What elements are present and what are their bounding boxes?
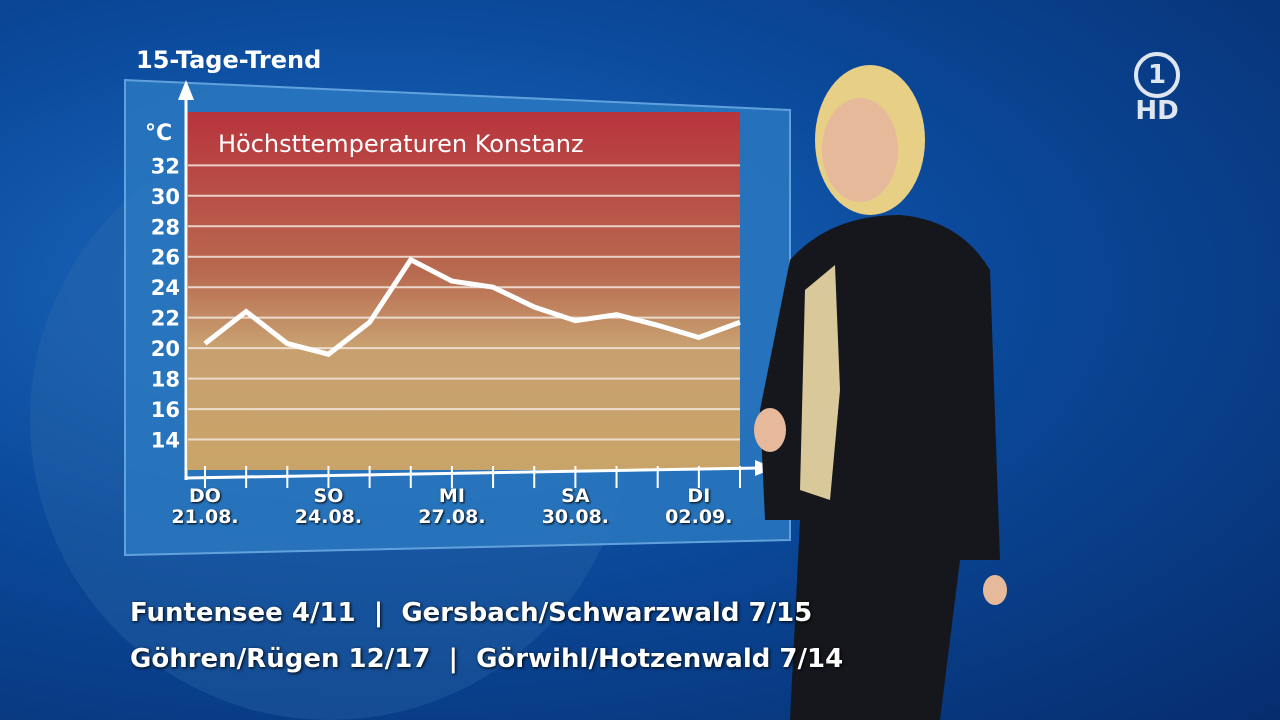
- line: [203, 256, 741, 357]
- y-tick-label: 24: [151, 276, 180, 300]
- y-tick-label: 18: [151, 368, 180, 392]
- y-tick-label: 26: [151, 246, 180, 270]
- x-tick-label: DI 02.09.: [665, 485, 733, 528]
- x-axis: [185, 466, 761, 480]
- y-tick-label: 22: [151, 307, 180, 331]
- x-tick-label: SO 24.08.: [294, 485, 363, 528]
- y-tick-label: 20: [151, 337, 180, 361]
- x-tick-label: MI 27.08.: [418, 485, 486, 528]
- ticker-line: Göhren/Rügen 12/17 | Görwihl/Hotzenwald …: [130, 644, 844, 674]
- logo-number: 1: [1134, 52, 1180, 98]
- x-tick-label: DO 21.08.: [171, 485, 239, 528]
- y-tick-label: 32: [151, 154, 180, 178]
- header: 15-Tage-Trend: [136, 46, 321, 74]
- y-tick-label: 16: [151, 398, 180, 422]
- y-tick-label: 30: [151, 185, 180, 209]
- ticker-line: Funtensee 4/11 | Gersbach/Schwarzwald 7/…: [130, 598, 813, 628]
- x-tick-label: SA 30.08.: [541, 485, 610, 528]
- chart-title: Höchsttemperaturen Konstanz: [218, 130, 584, 158]
- plot-area: [188, 112, 740, 470]
- y-tick-label: 28: [151, 215, 180, 239]
- y-axis-label: °C: [145, 121, 172, 146]
- presenter: [754, 65, 1007, 720]
- y-arrow: [178, 80, 194, 100]
- logo-label: HD: [1135, 96, 1179, 126]
- y-tick-label: 14: [151, 429, 180, 453]
